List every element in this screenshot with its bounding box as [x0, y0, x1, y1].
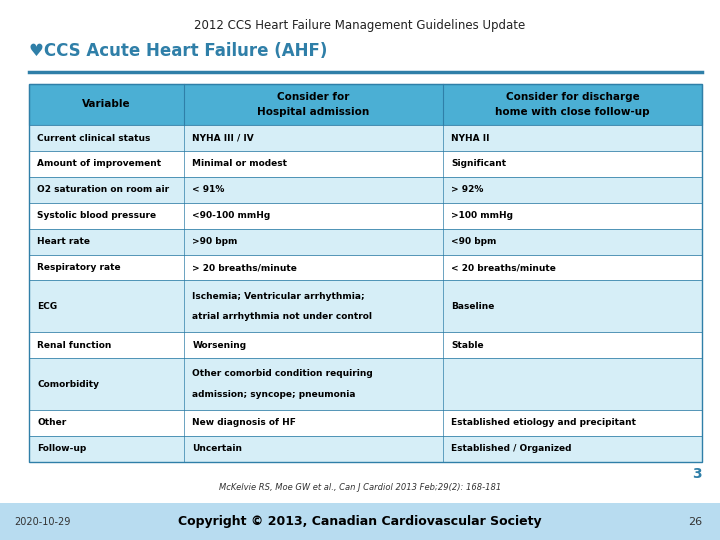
Text: Established etiology and precipitant: Established etiology and precipitant	[451, 418, 636, 427]
FancyBboxPatch shape	[29, 228, 702, 254]
FancyBboxPatch shape	[29, 151, 702, 177]
Text: > 92%: > 92%	[451, 185, 484, 194]
Text: NYHA III / IV: NYHA III / IV	[192, 133, 254, 143]
FancyBboxPatch shape	[29, 177, 702, 203]
Text: Respiratory rate: Respiratory rate	[37, 263, 121, 272]
FancyBboxPatch shape	[29, 410, 702, 436]
Text: Copyright © 2013, Canadian Cardiovascular Society: Copyright © 2013, Canadian Cardiovascula…	[178, 515, 542, 528]
Text: >100 mmHg: >100 mmHg	[451, 211, 513, 220]
Text: 2020-10-29: 2020-10-29	[14, 517, 71, 526]
FancyBboxPatch shape	[29, 358, 702, 410]
Text: <90-100 mmHg: <90-100 mmHg	[192, 211, 271, 220]
Text: Systolic blood pressure: Systolic blood pressure	[37, 211, 156, 220]
FancyBboxPatch shape	[29, 254, 702, 280]
FancyBboxPatch shape	[0, 503, 720, 540]
Text: Current clinical status: Current clinical status	[37, 133, 150, 143]
Text: Established / Organized: Established / Organized	[451, 444, 572, 453]
Text: < 20 breaths/minute: < 20 breaths/minute	[451, 263, 557, 272]
Text: <90 bpm: <90 bpm	[451, 237, 497, 246]
Text: Comorbidity: Comorbidity	[37, 380, 99, 388]
Text: >90 bpm: >90 bpm	[192, 237, 238, 246]
Text: > 20 breaths/minute: > 20 breaths/minute	[192, 263, 297, 272]
Text: home with close follow-up: home with close follow-up	[495, 107, 649, 117]
FancyBboxPatch shape	[29, 332, 702, 358]
Text: < 91%: < 91%	[192, 185, 225, 194]
Text: Minimal or modest: Minimal or modest	[192, 159, 287, 168]
FancyBboxPatch shape	[29, 280, 702, 332]
Text: Variable: Variable	[82, 99, 130, 110]
Text: New diagnosis of HF: New diagnosis of HF	[192, 418, 296, 427]
Text: Other: Other	[37, 418, 67, 427]
Text: Stable: Stable	[451, 341, 484, 350]
Text: Significant: Significant	[451, 159, 507, 168]
Text: Follow-up: Follow-up	[37, 444, 86, 453]
FancyBboxPatch shape	[29, 203, 702, 228]
Text: Other comorbid condition requiring: Other comorbid condition requiring	[192, 369, 373, 378]
Text: Uncertain: Uncertain	[192, 444, 242, 453]
Text: atrial arrhythmia not under control: atrial arrhythmia not under control	[192, 312, 372, 321]
Text: Worsening: Worsening	[192, 341, 246, 350]
Text: Heart rate: Heart rate	[37, 237, 91, 246]
Text: Renal function: Renal function	[37, 341, 112, 350]
Text: ♥CCS Acute Heart Failure (AHF): ♥CCS Acute Heart Failure (AHF)	[29, 42, 327, 60]
Text: 2012 CCS Heart Failure Management Guidelines Update: 2012 CCS Heart Failure Management Guidel…	[194, 19, 526, 32]
Text: NYHA II: NYHA II	[451, 133, 490, 143]
Text: ECG: ECG	[37, 302, 58, 311]
Text: Consider for: Consider for	[277, 92, 349, 102]
Text: Ischemia; Ventricular arrhythmia;: Ischemia; Ventricular arrhythmia;	[192, 292, 365, 300]
FancyBboxPatch shape	[29, 436, 702, 462]
Text: O2 saturation on room air: O2 saturation on room air	[37, 185, 170, 194]
Text: 26: 26	[688, 517, 702, 526]
Text: 3: 3	[693, 467, 702, 481]
Text: Amount of improvement: Amount of improvement	[37, 159, 161, 168]
FancyBboxPatch shape	[29, 125, 702, 151]
Text: McKelvie RS, Moe GW et al., Can J Cardiol 2013 Feb;29(2): 168-181: McKelvie RS, Moe GW et al., Can J Cardio…	[219, 483, 501, 491]
Text: admission; syncope; pneumonia: admission; syncope; pneumonia	[192, 390, 356, 399]
Text: Baseline: Baseline	[451, 302, 495, 311]
Text: Consider for discharge: Consider for discharge	[505, 92, 639, 102]
Text: Hospital admission: Hospital admission	[257, 107, 369, 117]
FancyBboxPatch shape	[29, 84, 702, 125]
